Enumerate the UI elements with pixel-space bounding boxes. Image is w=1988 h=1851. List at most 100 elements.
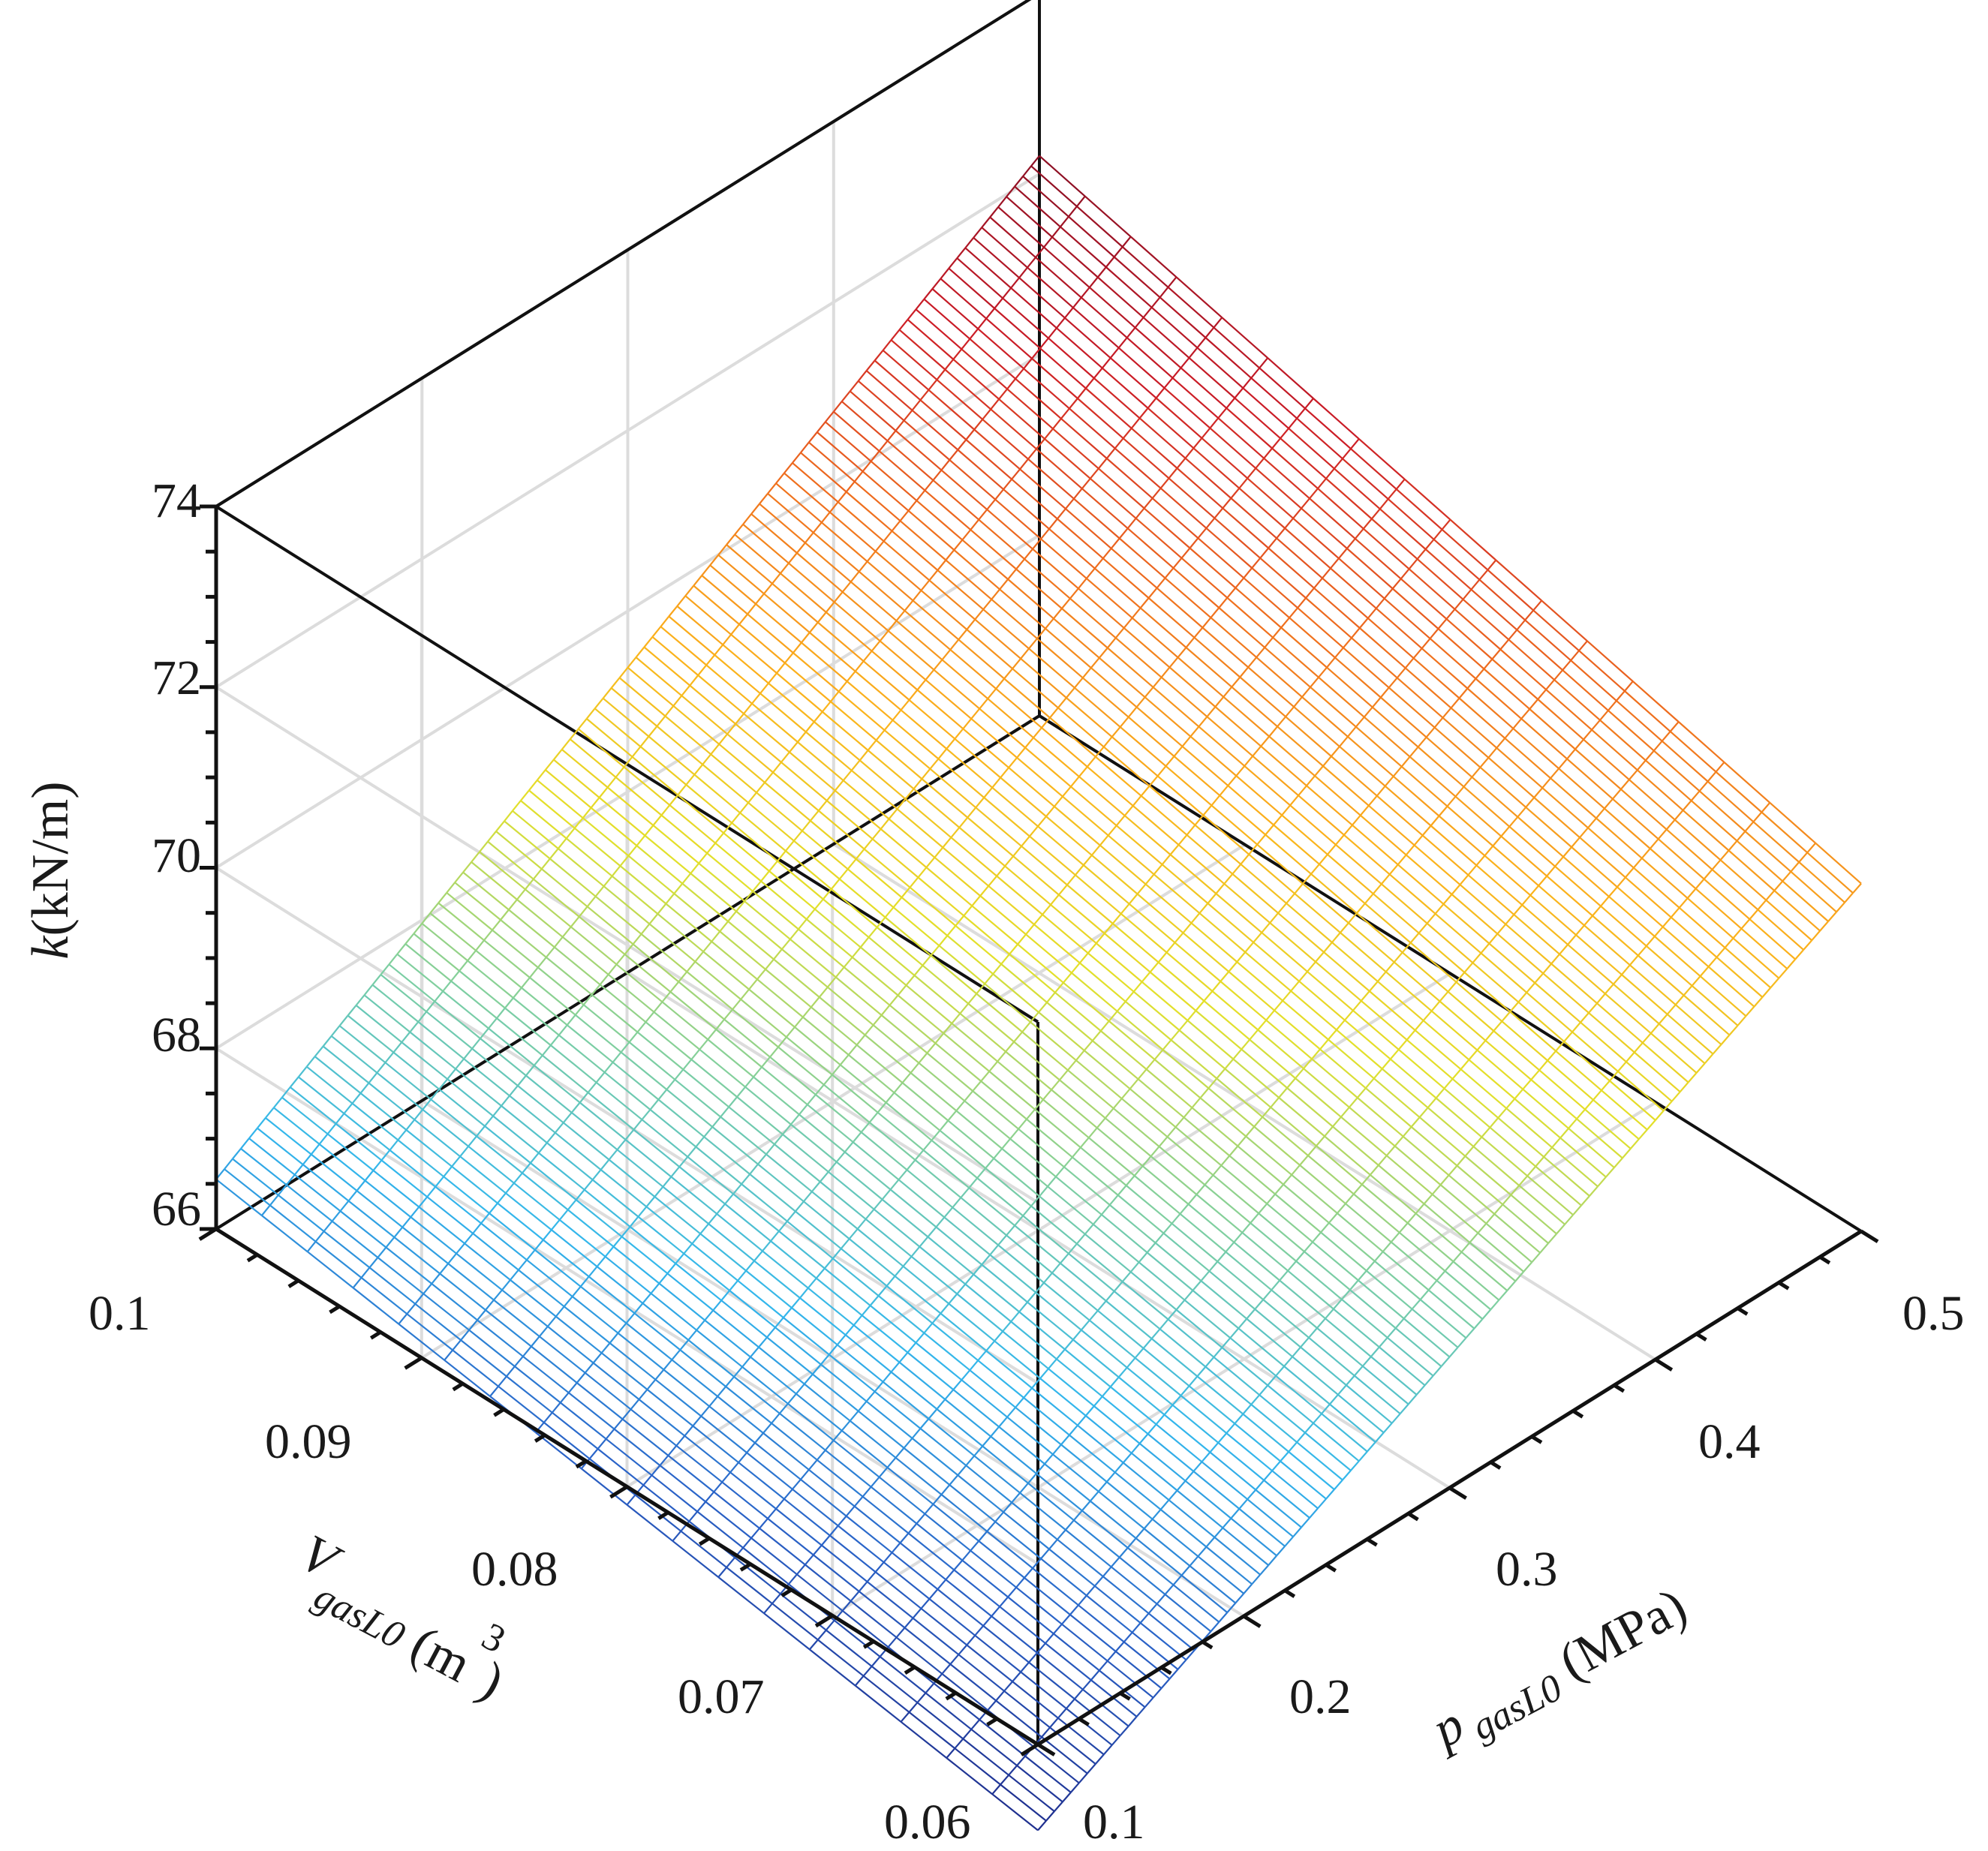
mesh-line bbox=[1212, 1164, 1223, 1176]
mesh-line bbox=[726, 723, 736, 735]
mesh-line bbox=[675, 1253, 685, 1264]
mesh-line bbox=[1674, 810, 1684, 821]
mesh-line bbox=[1139, 597, 1150, 609]
mesh-line bbox=[456, 1243, 465, 1255]
mesh-line bbox=[681, 873, 692, 885]
mesh-line bbox=[1306, 775, 1316, 786]
mesh-line bbox=[1172, 1584, 1220, 1623]
mesh-line bbox=[1194, 824, 1242, 865]
mesh-line bbox=[841, 1600, 852, 1612]
mesh-line bbox=[854, 1505, 901, 1544]
mesh-line bbox=[1389, 1058, 1437, 1099]
mesh-line bbox=[994, 308, 1041, 350]
mesh-line bbox=[827, 986, 874, 1026]
mesh-line bbox=[596, 1256, 606, 1267]
mesh-line bbox=[543, 1239, 590, 1278]
mesh-line bbox=[1707, 771, 1717, 783]
mesh-line bbox=[956, 1293, 1003, 1333]
mesh-line bbox=[1063, 1166, 1111, 1206]
mesh-line bbox=[862, 1495, 910, 1534]
mesh-line bbox=[1695, 878, 1705, 890]
mesh-line bbox=[1504, 728, 1514, 739]
mesh-line bbox=[961, 1369, 971, 1381]
mesh-line bbox=[1129, 1261, 1140, 1273]
mesh-line bbox=[1390, 1241, 1438, 1282]
mesh-line bbox=[791, 1307, 838, 1346]
mesh-line bbox=[1438, 815, 1486, 857]
mesh-line bbox=[884, 916, 932, 957]
mesh-line bbox=[1093, 1576, 1104, 1587]
mesh-line bbox=[1641, 848, 1651, 859]
mesh-line bbox=[1189, 735, 1238, 777]
mesh-line bbox=[916, 1692, 927, 1703]
mesh-line bbox=[1244, 765, 1291, 807]
mesh-line bbox=[1254, 1299, 1265, 1310]
mesh-line bbox=[677, 784, 687, 796]
mesh-line bbox=[1737, 1015, 1747, 1026]
mesh-line bbox=[1337, 1384, 1347, 1396]
mesh-line bbox=[1223, 883, 1271, 924]
mesh-line bbox=[302, 1164, 350, 1202]
mesh-line bbox=[1022, 1205, 1032, 1217]
mesh-line bbox=[1724, 937, 1734, 948]
mesh-line bbox=[1409, 756, 1457, 798]
mesh-line bbox=[951, 1023, 998, 1062]
mesh-line bbox=[775, 482, 823, 524]
mesh-line bbox=[1275, 1366, 1285, 1377]
mesh-line bbox=[1349, 1289, 1397, 1329]
mesh-line bbox=[1488, 933, 1499, 945]
mesh-line bbox=[567, 1209, 615, 1248]
mesh-line bbox=[480, 1222, 528, 1261]
mesh-line bbox=[862, 461, 872, 472]
mesh-line bbox=[1090, 667, 1138, 708]
mesh-line bbox=[724, 1193, 734, 1205]
mesh-line bbox=[1653, 740, 1663, 752]
mesh-line bbox=[1139, 1622, 1187, 1661]
mesh-line bbox=[1393, 951, 1403, 963]
mesh-line bbox=[1529, 885, 1540, 896]
mesh-line bbox=[1143, 497, 1153, 509]
mesh-line bbox=[720, 1300, 768, 1339]
mesh-line bbox=[1180, 357, 1190, 368]
p-tick-label: 0.3 bbox=[1496, 1542, 1558, 1597]
mesh-line bbox=[562, 1112, 573, 1123]
mesh-line bbox=[1677, 721, 1725, 763]
mesh-line bbox=[857, 370, 868, 382]
mesh-line bbox=[870, 1476, 880, 1488]
mesh-line bbox=[695, 1136, 705, 1148]
mesh-line bbox=[1259, 1564, 1270, 1576]
mesh-line bbox=[636, 845, 684, 885]
mesh-line bbox=[364, 1170, 374, 1182]
mesh-line bbox=[723, 1008, 733, 1020]
mesh-line bbox=[1411, 1308, 1459, 1348]
mesh-line bbox=[1078, 1604, 1125, 1643]
mesh-line bbox=[1430, 825, 1478, 867]
mesh-line bbox=[1267, 357, 1314, 399]
mesh-line bbox=[927, 1226, 937, 1238]
mesh-line bbox=[683, 1243, 693, 1255]
mesh-line bbox=[1150, 296, 1161, 308]
mesh-line bbox=[669, 794, 679, 806]
mesh-line bbox=[1111, 1566, 1158, 1605]
mesh-line bbox=[1745, 1005, 1755, 1017]
mesh-line bbox=[784, 662, 832, 702]
mesh-line bbox=[232, 1158, 279, 1196]
mesh-line bbox=[1134, 1348, 1144, 1359]
mesh-line bbox=[886, 430, 897, 442]
mesh-line bbox=[1481, 1136, 1528, 1177]
mesh-line bbox=[248, 1137, 296, 1176]
v-minor-tick bbox=[780, 1588, 792, 1597]
mesh-line bbox=[1683, 985, 1693, 996]
mesh-line bbox=[1608, 886, 1618, 897]
mesh-line bbox=[1165, 765, 1213, 807]
mesh-line bbox=[916, 679, 927, 691]
mesh-line bbox=[1203, 1000, 1250, 1041]
mesh-line bbox=[898, 329, 946, 371]
mesh-line bbox=[452, 1339, 462, 1351]
mesh-line bbox=[726, 1557, 735, 1568]
mesh-line bbox=[314, 1240, 362, 1279]
mesh-line bbox=[398, 1323, 445, 1361]
mesh-line bbox=[1177, 844, 1226, 885]
mesh-line bbox=[1126, 1537, 1137, 1549]
mesh-line bbox=[702, 941, 713, 952]
